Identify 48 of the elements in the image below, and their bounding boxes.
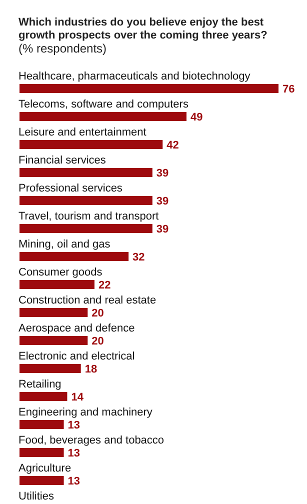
bar xyxy=(20,252,129,261)
data-label: 39 xyxy=(156,224,169,236)
y-tick-label: Consumer goods xyxy=(18,266,103,278)
data-label: 20 xyxy=(92,336,104,348)
data-label: 13 xyxy=(68,420,80,432)
bar xyxy=(20,420,64,429)
data-label: 39 xyxy=(156,196,169,208)
y-tick-label: Utilities xyxy=(18,490,54,502)
y-tick-label: Leisure and entertainment xyxy=(18,126,146,138)
data-label: 14 xyxy=(71,392,84,404)
data-label: 20 xyxy=(92,308,104,320)
y-tick-label: Mining, oil and gas xyxy=(18,238,111,250)
y-tick-label: Food, beverages and tobacco xyxy=(18,434,164,446)
bar xyxy=(20,168,152,177)
y-tick-label: Retailing xyxy=(18,378,62,390)
chart-subtitle: (% respondents) xyxy=(18,42,107,56)
data-label: 13 xyxy=(68,448,80,460)
data-label: 49 xyxy=(190,112,203,124)
bar xyxy=(20,308,88,317)
y-tick-label: Telecoms, software and computers xyxy=(18,98,189,110)
bar xyxy=(20,448,64,457)
data-label: 42 xyxy=(166,140,179,152)
y-tick-label: Agriculture xyxy=(18,462,72,474)
y-tick-label: Aerospace and defence xyxy=(18,322,135,334)
bar xyxy=(20,140,163,149)
bar xyxy=(20,112,186,121)
chart-title: Which industries do you believe enjoy the best growth prospects over the coming three years? xyxy=(18,16,268,42)
bar xyxy=(20,224,152,233)
y-tick-label: Professional services xyxy=(18,182,123,194)
data-label: 13 xyxy=(68,476,80,488)
bar xyxy=(20,84,278,93)
data-label: 32 xyxy=(132,252,145,264)
y-tick-label: Travel, tourism and transport xyxy=(18,210,159,222)
data-label: 22 xyxy=(98,280,111,292)
bar xyxy=(20,196,152,205)
y-tick-label: Financial services xyxy=(18,154,106,166)
bar xyxy=(20,476,64,485)
bar xyxy=(20,364,81,373)
bar xyxy=(20,392,68,401)
data-label: 39 xyxy=(156,168,169,180)
y-tick-label: Electronic and electrical xyxy=(18,350,135,362)
bar xyxy=(20,280,94,289)
data-label: 18 xyxy=(84,364,98,376)
data-label: 76 xyxy=(282,84,295,96)
bar xyxy=(20,336,88,345)
y-tick-label: Healthcare, pharmaceuticals and biotechnology xyxy=(18,70,251,82)
y-tick-label: Construction and real estate xyxy=(18,294,156,306)
y-tick-label: Engineering and machinery xyxy=(18,406,153,418)
